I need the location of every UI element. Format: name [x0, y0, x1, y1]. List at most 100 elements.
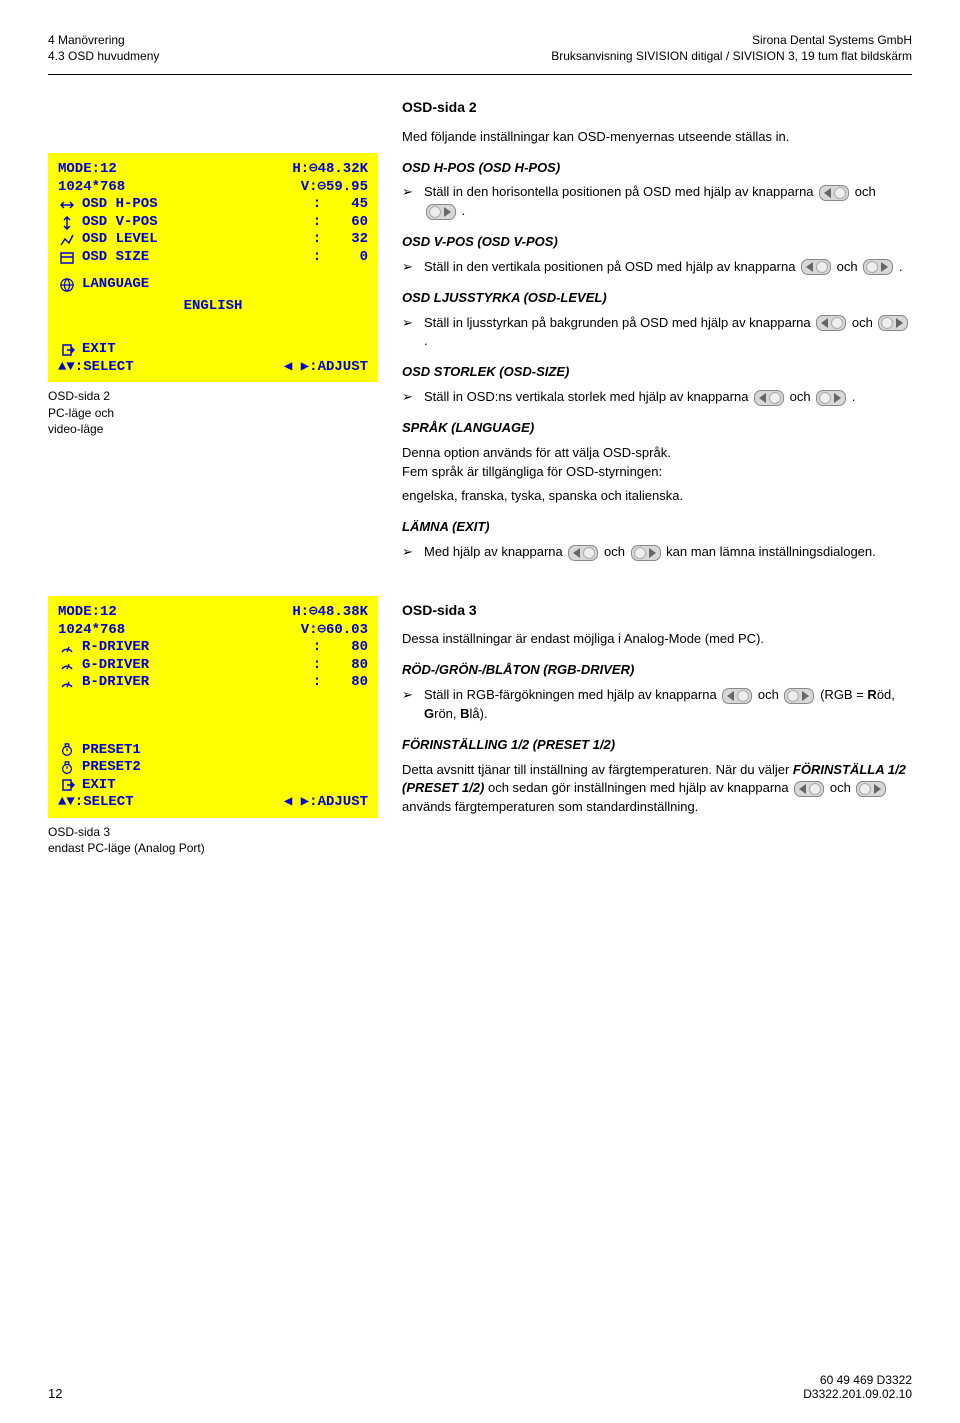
bullet-marker: ➢: [402, 314, 416, 352]
rgb-heading: RÖD-/GRÖN-/BLÅTON (RGB-DRIVER): [402, 661, 912, 680]
osd-row-value: 32: [344, 231, 368, 249]
osd-menu-row: OSD LEVEL: 32: [58, 231, 368, 249]
left-button-icon: [794, 781, 824, 797]
level-text-b: och: [848, 315, 876, 330]
osd3-exit: EXIT: [82, 777, 116, 795]
osd3-h: H:⊖48.38K: [292, 604, 368, 622]
header-company: Sirona Dental Systems GmbH: [551, 32, 912, 48]
rgb-la: lå).: [470, 706, 488, 721]
rgb-bl: B: [460, 706, 469, 721]
osd3-screen: MODE:12 H:⊖48.38K 1024*768 V:⊖60.03 R-DR…: [48, 596, 378, 818]
level-text-c: .: [424, 333, 428, 348]
exit-text-a: Med hjälp av knapparna: [424, 544, 566, 559]
hpos-text-b: och: [851, 184, 876, 199]
osd3-v: V:⊖60.03: [301, 622, 368, 640]
left-button-icon: [801, 259, 831, 275]
left-button-icon: [568, 545, 598, 561]
osd-row-label: R-DRIVER: [82, 639, 149, 657]
osd2-intro: Med följande inställningar kan OSD-menye…: [402, 128, 912, 147]
caption2-l2: PC-läge och: [48, 405, 378, 421]
header-right: Sirona Dental Systems GmbH Bruksanvisnin…: [551, 32, 912, 64]
left-button-icon: [819, 185, 849, 201]
bullet-marker: ➢: [402, 543, 416, 562]
osd-menu-row: OSD H-POS: 45: [58, 196, 368, 214]
globe-icon: [58, 278, 76, 292]
osd-row-label: OSD V-POS: [82, 214, 158, 232]
lang-p1: Denna option används för att välja OSD-s…: [402, 445, 671, 460]
osd3-mode: MODE:12: [58, 604, 117, 622]
bullet-marker: ➢: [402, 686, 416, 724]
preset-p1e: används färgtemperaturen som standardins…: [402, 799, 698, 814]
preset-icon: [58, 743, 76, 757]
size-icon: [58, 251, 76, 265]
hpos-icon: [58, 198, 76, 212]
block-osd3: MODE:12 H:⊖48.38K 1024*768 V:⊖60.03 R-DR…: [48, 596, 912, 856]
rgb-g: G: [424, 706, 434, 721]
osd-row-label: B-DRIVER: [82, 674, 149, 692]
osd-row-colon: :: [313, 231, 338, 249]
osd2-select: ▲▼:SELECT: [58, 359, 134, 377]
osd-menu-row: OSD SIZE: 0: [58, 249, 368, 267]
driver-icon: [58, 641, 76, 655]
rgb-a: Ställ in RGB-färgökningen med hjälp av k…: [424, 687, 720, 702]
preset-p1: Detta avsnitt tjänar till inställning av…: [402, 762, 793, 777]
exit-bullet: ➢ Med hjälp av knapparna och kan man läm…: [402, 543, 912, 562]
rgb-ron: rön,: [434, 706, 460, 721]
osd-menu-row: R-DRIVER: 80: [58, 639, 368, 657]
osd-row-value: 80: [344, 639, 368, 657]
rgb-r: R: [867, 687, 876, 702]
osd-row-label: G-DRIVER: [82, 657, 149, 675]
right-button-icon: [426, 204, 456, 220]
header-rule: [48, 74, 912, 75]
bullet-marker: ➢: [402, 388, 416, 407]
caption2-l3: video-läge: [48, 421, 378, 437]
osd-row-value: 45: [344, 196, 368, 214]
vpos-text-b: och: [833, 259, 861, 274]
osd-row-value: 80: [344, 674, 368, 692]
vpos-text-c: .: [895, 259, 902, 274]
preset-heading: FÖRINSTÄLLING 1/2 (PRESET 1/2): [402, 736, 912, 755]
level-bullet: ➢ Ställ in ljusstyrkan på bakgrunden på …: [402, 314, 912, 352]
vpos-heading: OSD V-POS (OSD V-POS): [402, 233, 912, 252]
exit-text-b: och: [600, 544, 628, 559]
osd2-left: MODE:12 H:⊖48.32K 1024*768 V:⊖59.95 OSD …: [48, 93, 378, 568]
osd-row-label: OSD LEVEL: [82, 231, 158, 249]
osd-row-value: 80: [344, 657, 368, 675]
lang-heading: SPRÅK (LANGUAGE): [402, 419, 912, 438]
osd2-lang-label: LANGUAGE: [82, 276, 149, 294]
osd2-adjust: ◀ ▶:ADJUST: [284, 359, 368, 377]
osd-row-colon: :: [313, 214, 338, 232]
caption3-l2: endast PC-läge (Analog Port): [48, 840, 378, 856]
exit-text-c: kan man lämna inställningsdialogen.: [663, 544, 876, 559]
level-icon: [58, 233, 76, 247]
osd3-preset2: PRESET2: [82, 759, 141, 777]
osd3-caption: OSD-sida 3 endast PC-läge (Analog Port): [48, 824, 378, 856]
rgb-c: (RGB =: [816, 687, 867, 702]
level-text-a: Ställ in ljusstyrkan på bakgrunden på OS…: [424, 315, 814, 330]
osd-row-label: OSD SIZE: [82, 249, 149, 267]
vpos-bullet: ➢ Ställ in den vertikala positionen på O…: [402, 258, 912, 277]
level-heading: OSD LJUSSTYRKA (OSD-LEVEL): [402, 289, 912, 308]
hpos-text-a: Ställ in den horisontella positionen på …: [424, 184, 817, 199]
exit-icon: [58, 343, 76, 357]
osd-menu-row: G-DRIVER: 80: [58, 657, 368, 675]
preset-para: Detta avsnitt tjänar till inställning av…: [402, 761, 912, 818]
osd2-text: OSD-sida 2 Med följande inställningar ka…: [402, 93, 912, 568]
page-header: 4 Manövrering 4.3 OSD huvudmeny Sirona D…: [48, 32, 912, 64]
osd3-adjust: ◀ ▶:ADJUST: [284, 794, 368, 812]
left-button-icon: [754, 390, 784, 406]
osd2-mode: MODE:12: [58, 161, 117, 179]
header-section: 4 Manövrering: [48, 32, 159, 48]
osd-row-value: 0: [344, 249, 368, 267]
caption3-l1: OSD-sida 3: [48, 824, 378, 840]
osd3-text: OSD-sida 3 Dessa inställningar är endast…: [402, 596, 912, 856]
rgb-b: och: [754, 687, 782, 702]
osd2-res: 1024*768: [58, 179, 125, 197]
vpos-icon: [58, 216, 76, 230]
left-button-icon: [816, 315, 846, 331]
vpos-text-a: Ställ in den vertikala positionen på OSD…: [424, 259, 799, 274]
osd-row-colon: :: [313, 657, 338, 675]
left-button-icon: [722, 688, 752, 704]
osd3-title: OSD-sida 3: [402, 600, 912, 620]
exit-icon: [58, 778, 76, 792]
